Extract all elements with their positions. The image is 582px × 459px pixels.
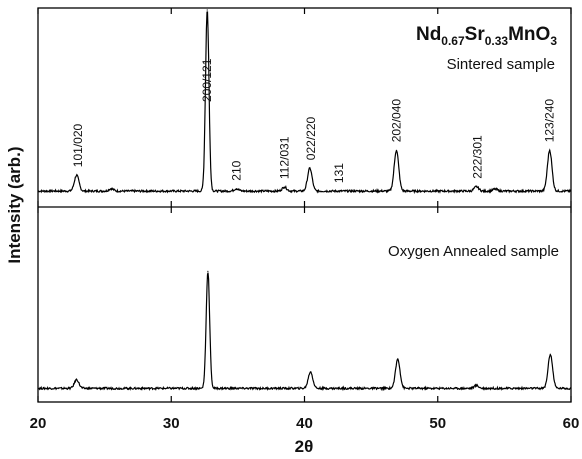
y-axis-title: Intensity (arb.) bbox=[5, 146, 24, 263]
peak-label-210: 210 bbox=[230, 160, 244, 180]
peak-label-101-020: 101/020 bbox=[71, 123, 85, 167]
x-tick-label-50: 50 bbox=[429, 415, 446, 432]
sintered-sample-label: Sintered sample bbox=[447, 56, 555, 73]
peak-label-202-040: 202/040 bbox=[389, 99, 403, 143]
peak-top-8 bbox=[494, 188, 496, 190]
x-tick-label-60: 60 bbox=[563, 415, 580, 432]
peak-label-112-031: 112/031 bbox=[278, 136, 292, 179]
x-tick-label-40: 40 bbox=[296, 415, 313, 432]
peak-bottom-5 bbox=[549, 353, 551, 355]
peak-top-7 bbox=[475, 186, 477, 188]
peak-bottom-0 bbox=[76, 379, 78, 381]
x-tick-label-20: 20 bbox=[30, 415, 47, 432]
peak-top-9 bbox=[549, 149, 551, 151]
peak-top-6 bbox=[395, 149, 397, 151]
peak-bottom-1 bbox=[207, 270, 209, 272]
x-tick-label-30: 30 bbox=[163, 415, 180, 432]
peak-bottom-3 bbox=[397, 358, 399, 360]
peak-top-1 bbox=[110, 188, 112, 190]
formula-label: Nd0.67Sr0.33MnO3 bbox=[416, 24, 557, 48]
annealed-sample-label: Oxygen Annealed sample bbox=[388, 243, 559, 260]
peak-label-123-240: 123/240 bbox=[543, 99, 557, 143]
xrd-trace-top bbox=[37, 11, 572, 195]
peak-bottom-4 bbox=[475, 384, 477, 386]
peak-top-4 bbox=[283, 186, 286, 188]
x-axis-title: 2θ bbox=[295, 437, 314, 456]
peak-top-0 bbox=[76, 174, 78, 176]
peak-label-222-301: 222/301 bbox=[471, 135, 485, 179]
peak-top-5 bbox=[309, 167, 311, 169]
peak-label-200-121: 200/121 bbox=[200, 58, 214, 102]
peak-label-131: 131 bbox=[332, 163, 346, 183]
peak-top-3 bbox=[235, 188, 238, 190]
peak-top-2 bbox=[206, 9, 208, 11]
xrd-trace-bottom bbox=[37, 272, 572, 392]
peak-bottom-2 bbox=[309, 371, 312, 373]
peak-label-022-220: 022/220 bbox=[304, 116, 318, 160]
